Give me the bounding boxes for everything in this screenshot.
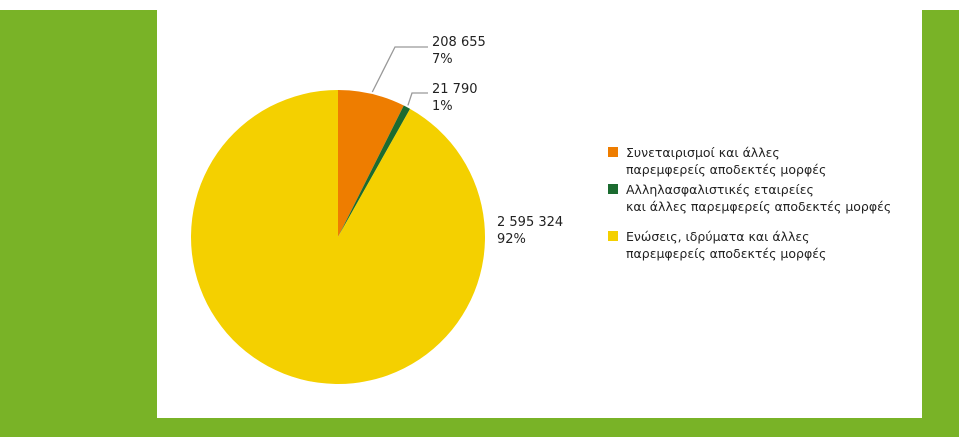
data-label-percent-2: 1% — [432, 99, 453, 114]
pie-slice-3 — [190, 90, 485, 384]
legend-swatch-1 — [608, 147, 618, 157]
legend-label-2-line-2: και άλλες παρεμφερείς αποδεκτές μορφές — [626, 199, 891, 214]
legend-label-3-line-2: παρεμφερείς αποδεκτές μορφές — [626, 246, 826, 261]
pie-slice-2 — [338, 105, 411, 237]
legend-label-3-line-1: Ενώσεις, ιδρύματα και άλλες — [626, 229, 809, 244]
data-label-value-1: 208 655 — [432, 35, 486, 50]
legend-label-2-line-1: Αλληλασφαλιστικές εταιρείες — [626, 182, 814, 197]
legend: Συνεταιρισμοί και άλλες παρεμφερείς αποδε… — [608, 145, 891, 261]
bottom-strip — [0, 437, 959, 445]
legend-swatch-2 — [608, 184, 618, 194]
leader-line-1 — [371, 46, 428, 93]
pie-slice-1 — [338, 90, 404, 237]
data-label-percent-1: 7% — [432, 52, 453, 67]
legend-label-1-line-1: Συνεταιρισμοί και άλλες — [626, 145, 780, 160]
top-strip — [0, 0, 959, 10]
data-labels: 208 655 7% 21 790 1% 2 595 324 92% — [432, 35, 563, 247]
leader-line-2 — [407, 92, 428, 106]
legend-label-1-line-2: παρεμφερείς αποδεκτές μορφές — [626, 162, 826, 177]
data-label-percent-3: 92% — [497, 232, 526, 247]
data-label-value-2: 21 790 — [432, 82, 478, 97]
legend-swatch-3 — [608, 231, 618, 241]
leader-lines — [371, 46, 428, 106]
pie-slices — [190, 90, 485, 384]
data-label-value-3: 2 595 324 — [497, 215, 563, 230]
